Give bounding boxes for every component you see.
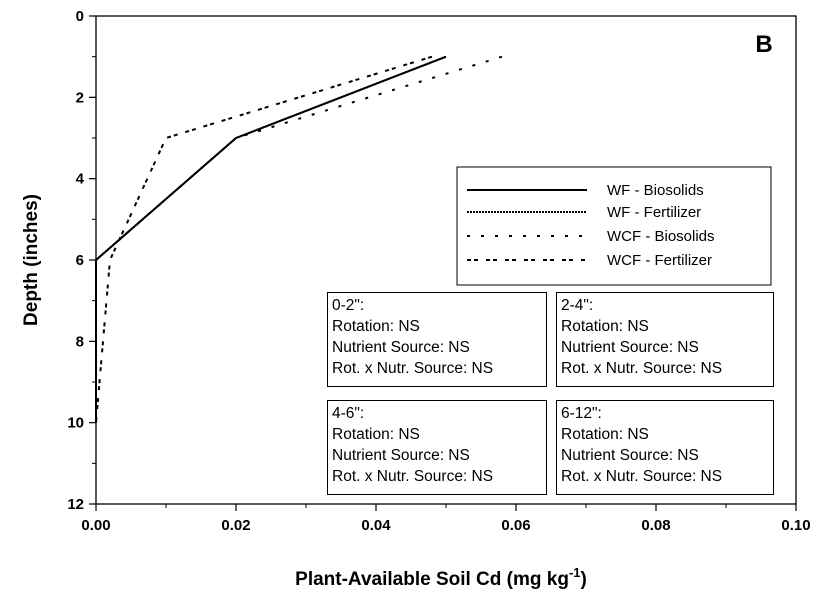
x-tick-label: 0.10 [781, 517, 810, 534]
y-tick-label: 12 [67, 496, 84, 513]
stats-box-6-12: 6-12": Rotation: NS Nutrient Source: NS … [556, 400, 774, 495]
stats-rotation: Rotation: NS [561, 318, 649, 335]
legend-label: WF - Biosolids [607, 182, 704, 199]
stats-box-0-2: 0-2": Rotation: NS Nutrient Source: NS R… [327, 292, 547, 387]
stats-interaction: Rot. x Nutr. Source: NS [561, 360, 723, 377]
stats-header: 4-6": [332, 405, 365, 422]
stats-header: 2-4": [561, 297, 594, 314]
stats-interaction: Rot. x Nutr. Source: NS [561, 468, 723, 485]
series-lines [95, 55, 503, 423]
y-tick-label: 10 [67, 415, 84, 432]
stats-nutrient-source: Nutrient Source: NS [332, 339, 470, 356]
panel-label: B [755, 31, 772, 58]
stats-box-2-4: 2-4": Rotation: NS Nutrient Source: NS R… [556, 292, 774, 387]
stats-box-4-6: 4-6": Rotation: NS Nutrient Source: NS R… [327, 400, 547, 495]
y-tick-label: 8 [76, 333, 84, 350]
legend-label: WCF - Fertilizer [607, 252, 712, 269]
stats-rotation: Rotation: NS [332, 426, 420, 443]
legend-box [456, 166, 772, 286]
stats-rotation: Rotation: NS [332, 318, 420, 335]
series-line-wf-fertilizer [95, 55, 447, 423]
series-line-wcf-fertilizer [95, 55, 433, 423]
y-tick-label: 4 [76, 171, 85, 188]
x-tick-label: 0.04 [361, 517, 391, 534]
stats-nutrient-source: Nutrient Source: NS [332, 447, 470, 464]
stats-rotation: Rotation: NS [561, 426, 649, 443]
y-tick-label: 0 [76, 8, 84, 25]
axis-ticks: 0 2 4 6 8 10 12 0.00 0.02 0.04 0.06 0.08 0.10 [67, 8, 810, 534]
x-tick-label: 0.08 [641, 517, 670, 534]
x-tick-label: 0.06 [501, 517, 530, 534]
stats-header: 0-2": [332, 297, 365, 314]
stats-interaction: Rot. x Nutr. Source: NS [332, 468, 494, 485]
legend: WF - Biosolids WF - Fertilizer WCF - Bioso… [456, 166, 772, 286]
x-axis-title-superscript: -1 [569, 565, 581, 580]
x-tick-label: 0.00 [81, 517, 110, 534]
stats-header: 6-12": [561, 405, 602, 422]
stats-nutrient-source: Nutrient Source: NS [561, 339, 699, 356]
x-axis-title-main: Plant-Available Soil Cd (mg kg [295, 569, 569, 590]
x-axis-title: Plant-Available Soil Cd (mg kg-1) [295, 565, 587, 590]
stats-nutrient-source: Nutrient Source: NS [561, 447, 699, 464]
y-tick-label: 2 [76, 89, 84, 106]
x-tick-label: 0.02 [221, 517, 250, 534]
legend-label: WCF - Biosolids [607, 228, 715, 245]
stats-interaction: Rot. x Nutr. Source: NS [332, 360, 494, 377]
x-axis-title-end: ) [581, 569, 587, 590]
legend-label: WF - Fertilizer [607, 204, 701, 221]
y-tick-label: 6 [76, 252, 84, 269]
y-axis-title: Depth (inches) [21, 194, 42, 326]
